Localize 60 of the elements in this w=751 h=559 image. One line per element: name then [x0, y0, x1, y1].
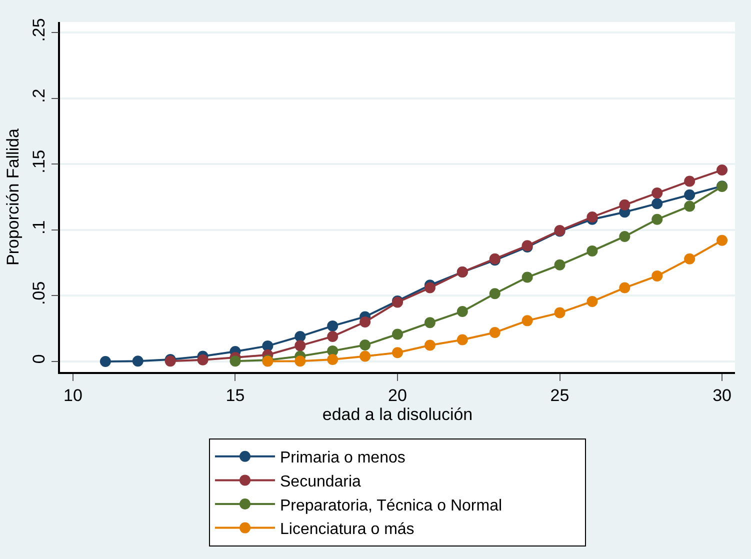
legend-label: Licenciatura o más: [280, 521, 414, 538]
point: [684, 176, 696, 187]
y-tick-label: .2: [29, 88, 48, 103]
point: [132, 356, 144, 367]
point: [522, 315, 533, 326]
y-axis-title: Proporción Fallida: [4, 128, 22, 266]
legend-label: Secundaria: [280, 473, 362, 490]
point: [586, 245, 598, 256]
x-tick-label: 25: [550, 386, 570, 406]
point: [684, 200, 696, 212]
y-tick-label: .05: [29, 281, 48, 305]
y-tick-label: 0: [29, 354, 48, 364]
x-tick-label: 15: [226, 386, 245, 406]
y-tick-label: .25: [29, 18, 48, 42]
x-axis-title: edad a la disolución: [322, 405, 473, 424]
point: [392, 328, 403, 340]
point: [360, 316, 371, 328]
point: [424, 282, 436, 294]
point: [554, 259, 566, 270]
point: [294, 356, 306, 367]
point: [424, 340, 436, 351]
point: [586, 212, 598, 222]
point: [522, 272, 533, 283]
legend-label: Preparatoria, Técnica o Normal: [280, 497, 502, 514]
point: [684, 253, 696, 264]
y-tick-label: .15: [29, 150, 48, 174]
point: [456, 334, 468, 346]
point: [554, 307, 566, 318]
legend-label: Primaria o menos: [280, 450, 406, 467]
point: [262, 340, 274, 352]
point: [424, 317, 436, 328]
point: [586, 296, 598, 307]
x-tick-label: 10: [64, 386, 82, 406]
point: [489, 327, 500, 338]
y-tick-label: .1: [29, 220, 48, 234]
point: [619, 282, 630, 294]
x-tick-label: 20: [388, 386, 407, 406]
point: [230, 356, 241, 367]
point: [327, 330, 338, 342]
point: [716, 164, 728, 176]
point: [652, 214, 663, 225]
point: [684, 189, 696, 200]
point: [652, 198, 663, 210]
point: [619, 230, 630, 242]
x-tick-label: 30: [712, 386, 732, 406]
point: [716, 234, 728, 246]
point: [294, 330, 306, 342]
point: [652, 188, 663, 199]
point: [619, 199, 630, 210]
point: [456, 306, 468, 317]
point: [327, 320, 338, 332]
point: [197, 354, 208, 366]
point: [360, 350, 371, 362]
point: [327, 354, 338, 365]
point: [489, 288, 500, 300]
point: [100, 356, 111, 367]
point: [652, 270, 663, 282]
point: [360, 340, 371, 351]
point: [294, 340, 306, 352]
point: [392, 347, 403, 358]
